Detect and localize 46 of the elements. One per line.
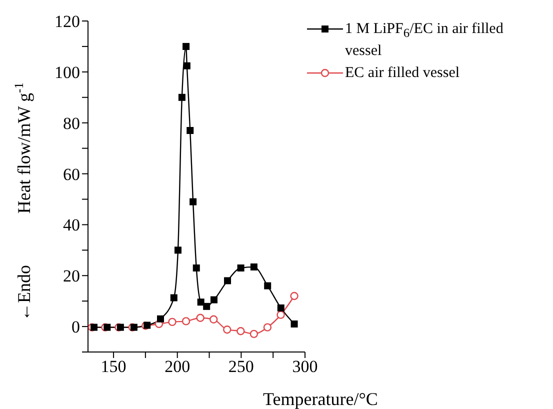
- point: [210, 296, 218, 304]
- point: [210, 315, 218, 324]
- point: [237, 264, 244, 272]
- point: [190, 198, 197, 206]
- point: [224, 277, 232, 284]
- point: [290, 320, 298, 328]
- y-tick-label: 100: [54, 62, 80, 82]
- point: [263, 323, 272, 332]
- point: [197, 298, 204, 306]
- point: [277, 304, 284, 312]
- point: [157, 315, 164, 322]
- point: [182, 42, 190, 50]
- x-tick-label: 150: [100, 357, 126, 376]
- point: [183, 62, 190, 70]
- y-tick-label: 60: [63, 164, 80, 184]
- point: [186, 126, 194, 134]
- point: [182, 317, 190, 326]
- point: [192, 264, 200, 272]
- point: [178, 94, 186, 101]
- point: [196, 314, 204, 322]
- point: [174, 246, 182, 254]
- y-tick-label: 20: [63, 266, 80, 286]
- point: [276, 310, 285, 319]
- y-tick-label: 0: [72, 318, 80, 337]
- legend-label: EC air filled vessel: [345, 64, 460, 82]
- x-tick-label: 250: [228, 357, 254, 376]
- x-tick-label: 300: [292, 357, 318, 376]
- point: [144, 322, 151, 329]
- point: [223, 325, 232, 334]
- point: [104, 324, 111, 331]
- x-tick-label: 200: [164, 357, 190, 376]
- y-tick-label: 80: [63, 114, 80, 133]
- text: 1 M LiPF$_{6}$/EC in air filled vessel: [345, 21, 504, 59]
- point: [203, 302, 210, 310]
- point: [170, 294, 178, 302]
- text: ←Endo: [14, 265, 34, 321]
- point: [236, 327, 245, 336]
- point: [250, 263, 258, 270]
- point: [250, 330, 258, 338]
- x-axis-title: Temperature/°C: [263, 389, 378, 409]
- point: [264, 282, 272, 290]
- point: [290, 292, 298, 300]
- point: [168, 318, 176, 326]
- point: [90, 324, 98, 331]
- y-tick-label: 120: [54, 12, 80, 32]
- y-tick-label: 40: [63, 216, 80, 235]
